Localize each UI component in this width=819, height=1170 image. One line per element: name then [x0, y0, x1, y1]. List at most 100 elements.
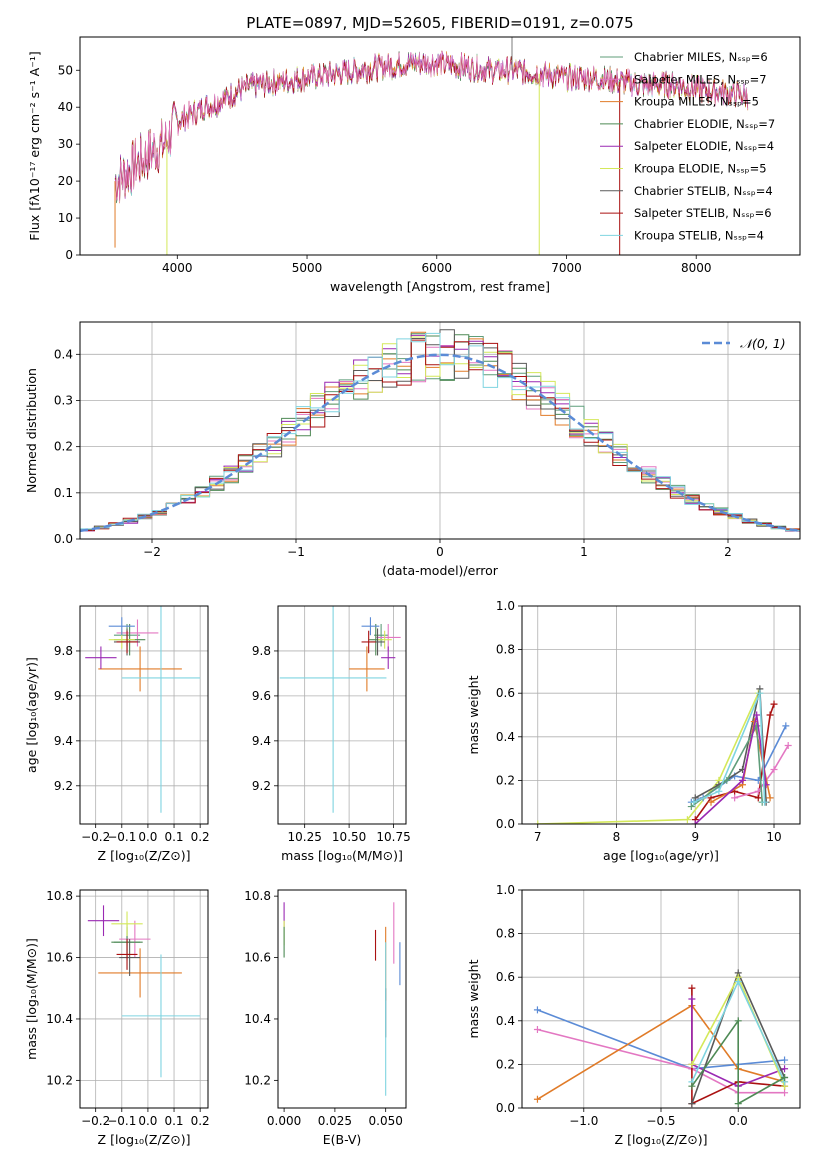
- weight-marker: [688, 1100, 696, 1108]
- weight-line: [694, 688, 767, 803]
- weight-marker: [691, 820, 699, 824]
- x-tick-label: 10.50: [332, 830, 366, 844]
- y-tick-label: 0.6: [496, 970, 515, 984]
- y-tick-label: 40: [58, 100, 73, 114]
- y-tick-label: 0.8: [496, 927, 515, 941]
- x-tick-label: 7: [534, 830, 542, 844]
- y-axis-label: age [log₁₀(age/yr)]: [24, 657, 39, 773]
- weight-marker: [770, 700, 778, 708]
- weight-marker: [687, 803, 695, 811]
- weight-marker: [781, 1089, 789, 1097]
- y-tick-label: 0.3: [54, 393, 73, 407]
- y-tick-label: 10.6: [244, 951, 271, 965]
- x-tick-label: 10.25: [287, 830, 321, 844]
- x-axis-label: E(B-V): [323, 1132, 362, 1147]
- weight-marker: [761, 798, 769, 806]
- axes-frame: [277, 889, 407, 1109]
- weight-line: [537, 1028, 785, 1094]
- x-tick-label: 0.2: [191, 830, 210, 844]
- y-tick-label: 10.2: [46, 1073, 73, 1087]
- weight-marker: [754, 794, 762, 802]
- x-tick-label: 0.1: [164, 830, 183, 844]
- legend-label: Kroupa STELIB, Nₛₛₚ=4: [634, 228, 764, 242]
- y-axis-label: Flux [fλ10⁻¹⁷ erg cm⁻² s⁻¹ A⁻¹]: [27, 51, 42, 240]
- x-tick-label: −0.2: [81, 830, 110, 844]
- weight-marker: [683, 816, 691, 824]
- weight-marker: [688, 984, 696, 992]
- x-tick-label: 2: [724, 545, 732, 559]
- z_mass-axes: −0.2−0.1 0.0 0.1 0.2 10.2 10.4 10.6 10.8 Z [log₁…: [24, 889, 210, 1147]
- y-tick-label: 0.0: [496, 1101, 515, 1115]
- x-tick-label: 0.025: [318, 1114, 352, 1128]
- weight-marker: [784, 742, 792, 750]
- y-tick-label: 10.4: [244, 1012, 271, 1026]
- y-tick-label: 0.0: [54, 532, 73, 546]
- x-axis-label: Z [log₁₀(Z/Z⊙)]: [615, 1132, 708, 1147]
- x-tick-label: −0.1: [107, 1114, 136, 1128]
- z_age-axes: −0.2−0.1 0.0 0.1 0.2 9.2 9.4 9.6 9.8 Z [log₁₀(Z/…: [24, 606, 210, 863]
- y-tick-label: 0.2: [496, 773, 515, 787]
- weight-line: [691, 1018, 785, 1105]
- x-tick-label: 10: [766, 830, 781, 844]
- legend-label: Salpeter ELODIE, Nₛₛₚ=4: [634, 139, 774, 153]
- y-axis-label: mass weight: [466, 675, 481, 754]
- y-tick-label: 1.0: [496, 883, 515, 897]
- x-tick-label: 0.0: [729, 1114, 748, 1128]
- legend-label: Chabrier MILES, Nₛₛₚ=6: [634, 50, 768, 64]
- weight-marker: [723, 776, 731, 784]
- x-tick-label: 8000: [681, 261, 712, 275]
- legend-label: Chabrier STELIB, Nₛₛₚ=4: [634, 184, 773, 198]
- y-tick-label: 9.6: [252, 689, 271, 703]
- x-axis-label: Z [log₁₀(Z/Z⊙)]: [98, 848, 191, 863]
- x-tick-label: −0.5: [646, 1114, 675, 1128]
- weight-line: [693, 692, 766, 803]
- y-tick-label: 20: [58, 174, 73, 188]
- weight-marker: [781, 1073, 789, 1081]
- normal-curve: [79, 353, 801, 533]
- x-tick-label: 9: [691, 830, 699, 844]
- weight-marker: [731, 794, 739, 802]
- z_weight-axes: −1.0 −0.5 0.0 0.0 0.2 0.4 0.6 0.8 1.0 Z [log₁₀(Z/…: [466, 883, 800, 1147]
- x-tick-label: 0.2: [191, 1114, 210, 1128]
- y-tick-label: 0.6: [496, 686, 515, 700]
- weight-marker: [766, 711, 774, 719]
- weight-marker: [782, 722, 790, 730]
- y-tick-label: 1.0: [496, 599, 515, 613]
- weight-marker: [766, 794, 774, 802]
- axes-frame: [521, 605, 801, 825]
- x-tick-label: −2: [143, 545, 161, 559]
- y-tick-label: 9.2: [252, 779, 271, 793]
- x-tick-label: 0.000: [267, 1114, 301, 1128]
- x-tick-label: −0.1: [107, 830, 136, 844]
- x-tick-label: 8: [613, 830, 621, 844]
- x-tick-label: 0.0: [138, 1114, 157, 1128]
- axes-frame: [79, 605, 209, 825]
- weight-line: [690, 723, 763, 808]
- weight-marker: [781, 1065, 789, 1073]
- y-tick-label: 9.4: [54, 734, 73, 748]
- y-tick-label: 0.8: [496, 643, 515, 657]
- weight-line: [537, 1009, 785, 1070]
- x-tick-label: 10.75: [376, 830, 410, 844]
- weight-marker: [691, 794, 699, 802]
- y-axis-label: mass [log₁₀(M/M⊙)]: [24, 938, 39, 1060]
- legend-label: Chabrier ELODIE, Nₛₛₚ=7: [634, 117, 775, 131]
- x-tick-label: 0.0: [138, 830, 157, 844]
- x-tick-label: 5000: [292, 261, 323, 275]
- histogram-line: [80, 332, 800, 531]
- y-tick-label: 30: [58, 137, 73, 151]
- legend-label: Kroupa MILES, Nₛₛₚ=5: [634, 95, 759, 109]
- x-tick-label: −1.0: [569, 1114, 598, 1128]
- weight-line: [537, 692, 760, 824]
- x-tick-label: 1: [580, 545, 588, 559]
- weight-marker: [734, 1100, 742, 1108]
- y-tick-label: 10.6: [46, 951, 73, 965]
- y-tick-label: 0.4: [54, 347, 73, 361]
- legend-label: Salpeter MILES, Nₛₛₚ=7: [634, 72, 767, 86]
- weight-marker: [688, 1060, 696, 1068]
- y-tick-label: 9.8: [252, 644, 271, 658]
- y-tick-label: 0.2: [496, 1057, 515, 1071]
- y-tick-label: 0.1: [54, 486, 73, 500]
- legend-label: 𝒩(0, 1): [740, 336, 786, 351]
